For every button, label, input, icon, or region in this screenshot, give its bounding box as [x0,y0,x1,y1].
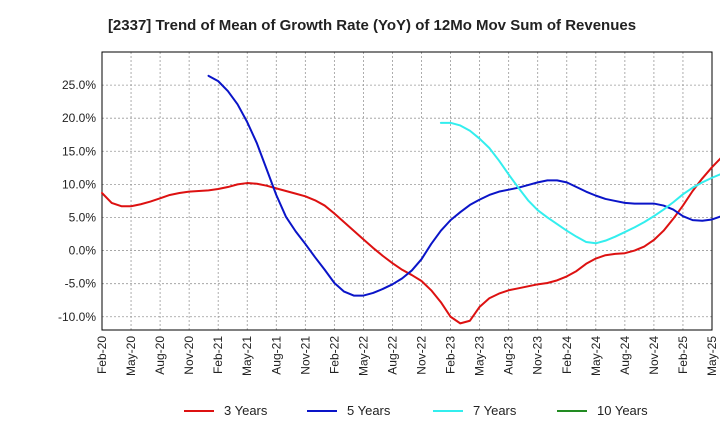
x-tick-label: Aug-23 [502,336,516,375]
x-tick-label: Aug-24 [618,336,632,375]
grid-lines [101,52,713,330]
y-tick-label: 15.0% [62,144,96,158]
x-tick-label: May-22 [356,336,370,376]
y-tick-label: 5.0% [69,210,97,224]
series-line-7-years [439,121,720,245]
legend-label: 3 Years [224,403,268,418]
x-tick-label: Nov-22 [415,336,429,375]
legend-label: 10 Years [597,403,648,418]
x-tick-label: Feb-25 [676,336,690,374]
x-tick-label: Feb-20 [95,336,109,374]
x-tick-label: Nov-20 [182,336,196,375]
x-tick-label: May-23 [473,336,487,376]
legend-label: 5 Years [347,403,391,418]
y-tick-label: 20.0% [62,111,96,125]
legend: 3 Years 5 Years 7 Years 10 Years [184,403,648,418]
x-tick-label: Nov-24 [647,336,661,375]
x-tick-label: Aug-21 [269,336,283,375]
x-tick-label: Feb-23 [444,336,458,374]
series-line-3-years [101,157,720,325]
y-tick-label: 25.0% [62,78,96,92]
legend-label: 7 Years [473,403,517,418]
y-tick-label: 0.0% [69,244,97,258]
x-axis-ticks: Feb-20 May-20 Aug-20 Nov-20 Feb-21 May-21 Aug-… [95,336,719,376]
y-tick-label: -5.0% [65,277,97,291]
x-tick-label: May-25 [705,336,719,376]
chart-title: [2337] Trend of Mean of Growth Rate (YoY… [108,17,636,34]
y-axis-ticks: -10.0% -5.0% 0.0% 5.0% 10.0% 15.0% 20.0% 25.0% [58,78,96,324]
x-tick-label: Aug-22 [385,336,399,375]
series-lines [101,74,720,325]
plot-area [101,51,713,331]
y-tick-label: -10.0% [58,310,96,324]
x-tick-label: Feb-22 [327,336,341,374]
x-tick-label: May-20 [124,336,138,376]
x-tick-label: Nov-23 [531,336,545,375]
x-tick-label: Feb-24 [560,336,574,374]
x-tick-label: May-21 [240,336,254,376]
x-tick-label: Feb-21 [211,336,225,374]
series-line-5-years [207,74,720,297]
x-tick-label: Nov-21 [298,336,312,375]
x-tick-label: May-24 [589,336,603,376]
y-tick-label: 10.0% [62,177,96,191]
x-tick-label: Aug-20 [153,336,167,375]
